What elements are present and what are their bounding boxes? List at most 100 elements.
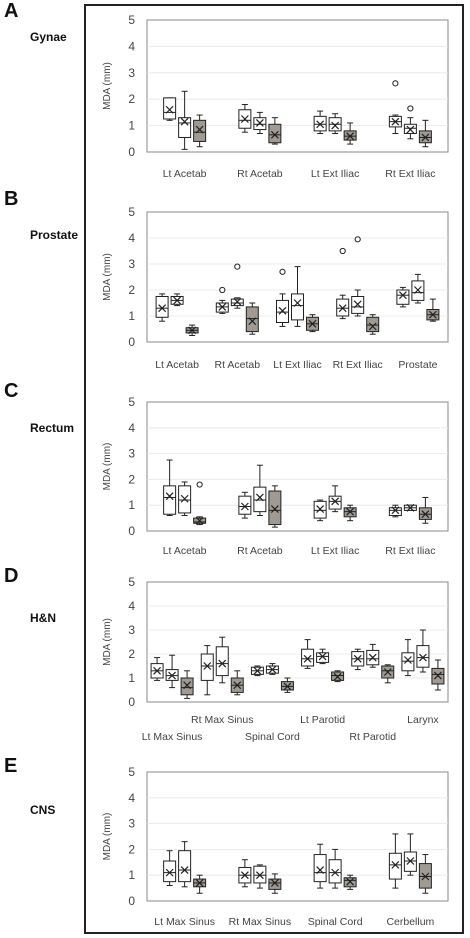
box-plot [403,105,417,140]
x-category-label: Spinal Cord [245,731,300,743]
box-open [416,645,430,668]
panel-name-gynae: Gynae [30,30,67,44]
x-category-label: Rt Ext Iliac [385,168,435,180]
y-axis-label: MDA (mm) [102,443,113,491]
box-plot [366,314,380,335]
box-plot [193,481,207,526]
panel-e-chart: 0 1 2 3 4 5 MDA (mm) Lt Max Sinus Rt Max Sinus Sp… [102,765,449,928]
y-tick-label: 2 [128,283,135,297]
box-open [178,850,192,883]
mean-marker [233,297,242,306]
mean-marker [270,879,279,887]
y-tick-label: 2 [128,842,135,856]
mean-marker [268,665,277,674]
mean-marker [406,503,415,512]
mean-marker [293,299,302,307]
box-plot [268,485,282,528]
box-plot [388,833,402,889]
box-plot [150,657,164,681]
box-plot [431,659,445,691]
box-plot [366,643,380,668]
box-plot [178,841,192,888]
outlier-point [219,286,226,294]
y-tick-label: 0 [128,335,135,349]
box-plot [253,111,267,135]
box-open [396,289,410,305]
box-open [313,854,327,883]
panel-name-hn: H&N [30,611,56,625]
box-plot [193,114,207,148]
box-shaded [268,490,282,526]
box-plot [238,103,252,133]
box-open [200,653,214,681]
box-plot [403,503,417,512]
box-plot [313,499,327,522]
box-plot [313,843,327,889]
y-tick-label: 3 [128,623,135,637]
box-open [155,296,169,318]
box-plot [170,293,184,307]
mean-marker [333,672,342,681]
box-plot [418,854,432,894]
box-plot [291,266,304,327]
mean-marker [391,506,400,515]
box-plot [418,119,432,148]
y-axis-label: MDA (mm) [102,813,113,861]
y-tick-label: 1 [128,498,135,512]
x-category-label: Larynx [407,714,439,726]
x-category-label: Rt Acetab [215,359,261,371]
box-plot [388,504,402,518]
box-plot [388,80,402,135]
x-category-label: Lt Acetab [163,545,207,557]
mean-marker [195,516,204,525]
plot-area-border [146,771,449,902]
y-tick-label: 5 [128,395,135,409]
mean-marker [168,671,177,680]
x-category-label: Rt Parotid [349,731,396,743]
box-plot [178,481,192,517]
y-tick-label: 1 [128,868,135,882]
box-plot [403,833,417,876]
mean-marker [153,666,162,675]
x-category-label: Lt Max Sinus [154,916,215,928]
mean-marker [240,871,249,880]
mean-marker [406,857,415,865]
box-plot [200,645,214,696]
box-plot [328,113,342,135]
y-tick-label: 4 [128,791,135,805]
mean-marker [353,654,362,663]
box-plot [331,670,345,683]
y-tick-label: 4 [128,599,135,613]
box-plot [416,629,430,673]
mean-marker [165,868,174,877]
box-plot [280,677,294,693]
box-shaded [268,878,282,890]
figure-frame [84,4,464,934]
mean-marker [418,653,427,662]
y-tick-label: 4 [128,231,135,245]
panel-letter-d: D [4,565,19,587]
mean-marker [338,304,347,313]
box-plot [418,496,432,524]
box-plot [238,491,252,519]
y-tick-label: 5 [128,205,135,219]
mean-marker [270,130,279,139]
box-plot [253,464,267,517]
mean-marker [318,652,327,661]
mean-marker [398,291,407,300]
mean-marker [203,662,212,670]
panel-letter-b: B [4,188,19,210]
outlier-point [354,236,361,243]
mean-marker [158,304,167,313]
outlier-point [279,268,286,275]
box-open [291,293,304,321]
box-plot [165,654,179,689]
y-tick-label: 0 [128,524,135,538]
box-plot [230,670,244,696]
plot-area-border [146,401,449,532]
mean-marker [346,877,355,886]
mean-marker [308,319,317,328]
box-plot [301,639,315,669]
x-category-label: Rt Max Sinus [229,916,291,928]
mean-marker [346,132,355,141]
